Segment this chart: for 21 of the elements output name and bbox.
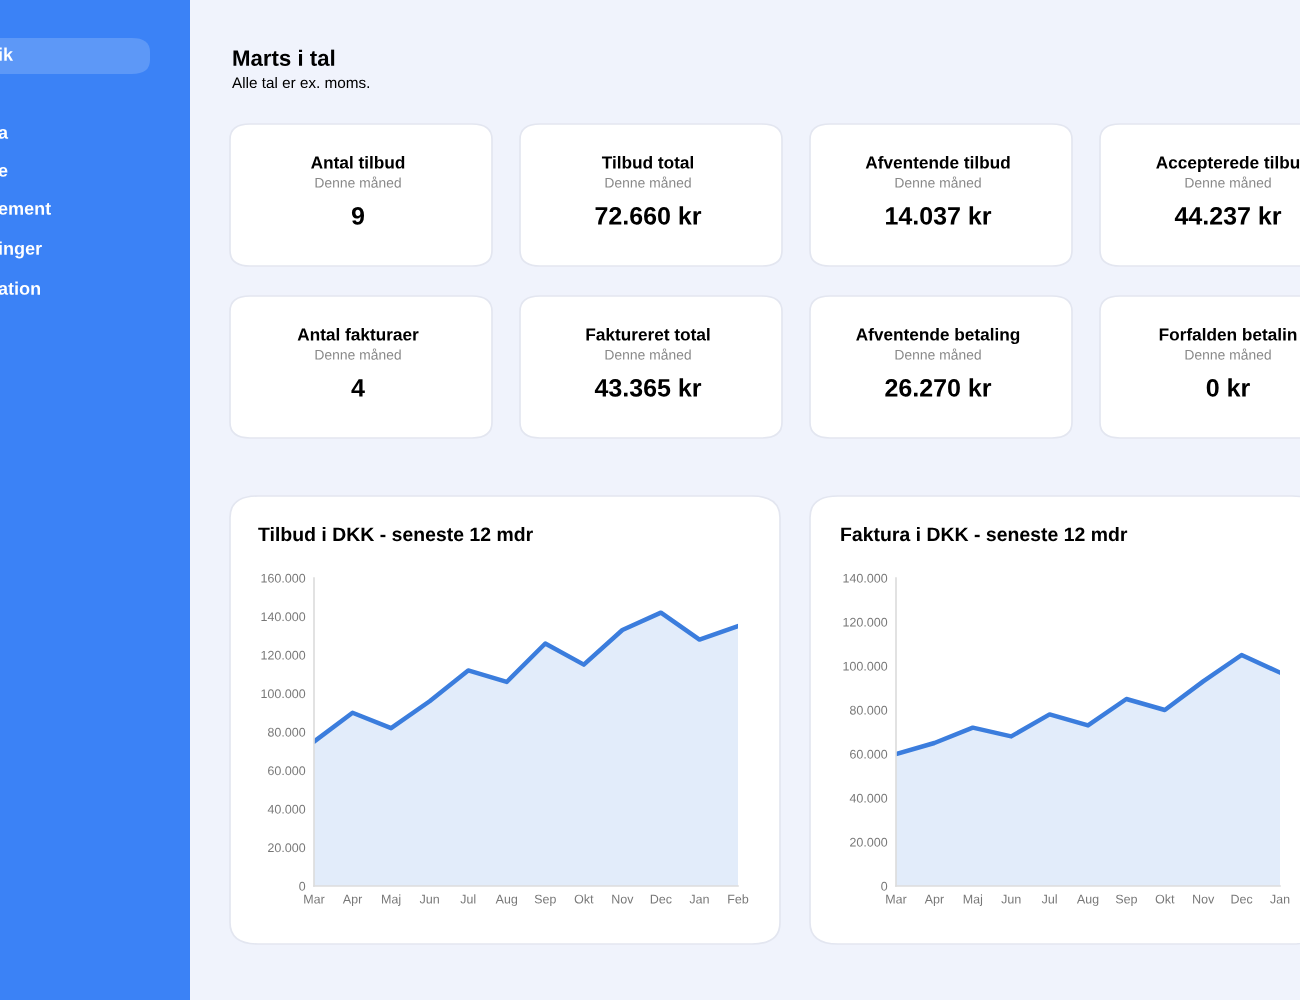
text: 72.660 kr <box>595 206 702 225</box>
text: 26.270 kr <box>885 378 992 397</box>
text: Forfalden betalin <box>1159 327 1297 341</box>
text: Marts i tal <box>233 49 335 66</box>
text: Accepterede tilbu <box>1156 155 1300 173</box>
text: 0 kr <box>1206 378 1250 397</box>
text: Faktureret total <box>586 327 710 341</box>
text: Afventende tilbud <box>865 155 1010 169</box>
text: 43.365 kr <box>594 378 702 397</box>
text: 14.037 kr <box>886 206 992 225</box>
text: Antal fakturaer <box>297 327 419 341</box>
text: Antal tilbud <box>311 155 405 169</box>
text: ik <box>0 47 14 61</box>
text: Tilbud total <box>601 155 694 169</box>
text: Afventende betaling <box>856 327 1020 345</box>
text: 4 <box>351 379 365 397</box>
text: 44.237 kr <box>1174 206 1282 225</box>
text: 9 <box>351 207 365 225</box>
text: inger <box>0 241 42 259</box>
chart-title: Tilbud i DKK - seneste 12 mdr <box>258 526 533 542</box>
chart-title: Faktura i DKK - seneste 12 mdr <box>841 526 1128 542</box>
